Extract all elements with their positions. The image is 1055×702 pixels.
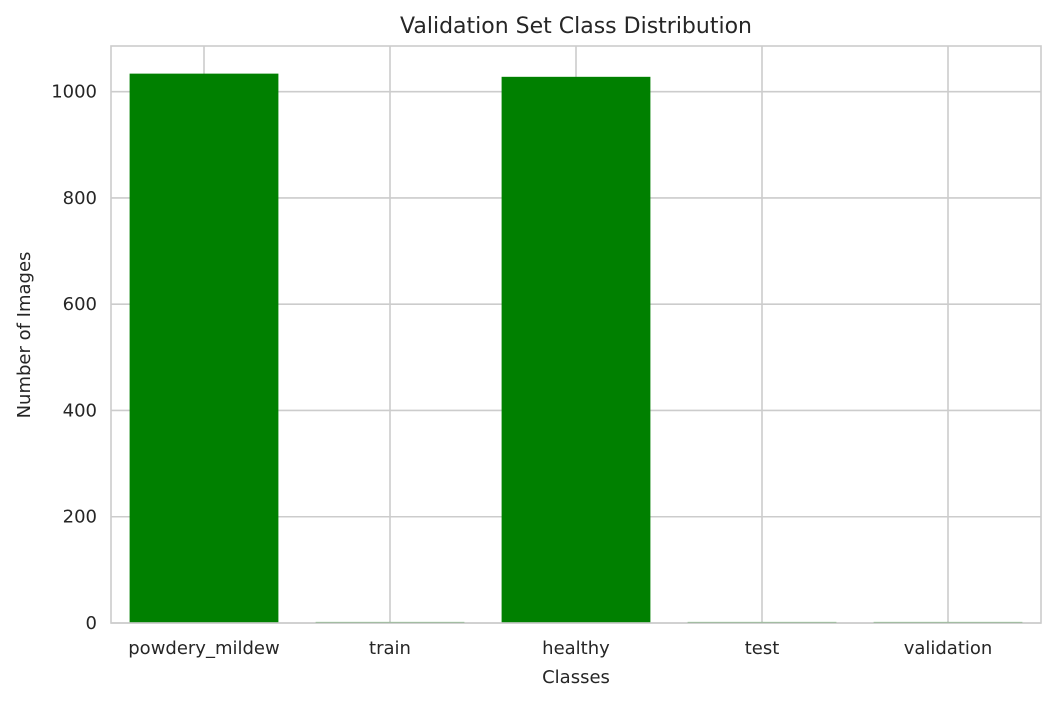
- x-axis-label: Classes: [542, 667, 610, 688]
- y-tick-label: 0: [86, 613, 97, 634]
- x-tick-label: validation: [904, 638, 993, 659]
- bars: [129, 73, 1023, 623]
- y-tick-label: 600: [63, 294, 97, 315]
- x-tick-label: test: [745, 638, 780, 659]
- x-tick-label: powdery_mildew: [128, 638, 279, 659]
- chart-title: Validation Set Class Distribution: [400, 14, 752, 39]
- bar-healthy: [501, 76, 651, 623]
- bar-powdery-mildew: [129, 73, 279, 623]
- x-tick-label: train: [369, 638, 411, 659]
- y-tick-label: 400: [63, 400, 97, 421]
- y-tick-label: 1000: [51, 82, 97, 103]
- y-tick-label: 200: [63, 507, 97, 528]
- plot-frame: [110, 45, 1042, 624]
- x-tick-label: healthy: [542, 638, 610, 659]
- y-tick-label: 800: [63, 188, 97, 209]
- tick-labels: 0 200 400 600 800 1000 powdery_mildew train heal…: [51, 82, 992, 659]
- y-axis-label: Number of Images: [14, 252, 35, 419]
